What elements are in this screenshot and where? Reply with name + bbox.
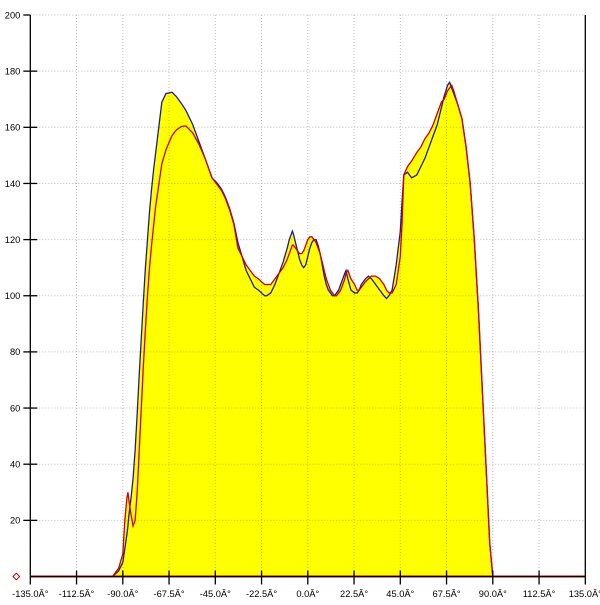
svg-text:112.5Â°: 112.5Â° [523,589,556,599]
svg-text:40: 40 [10,460,20,470]
svg-text:-22.5Â°: -22.5Â° [246,589,277,599]
svg-text:120: 120 [5,235,21,245]
svg-text:-45.0Â°: -45.0Â° [200,589,231,599]
svg-text:45.0Â°: 45.0Â° [386,589,414,599]
svg-text:-112.5Â°: -112.5Â° [59,589,95,599]
svg-text:200: 200 [5,10,21,20]
svg-text:-90.0Â°: -90.0Â° [107,589,138,599]
svg-text:60: 60 [10,403,20,413]
svg-text:80: 80 [10,347,20,357]
svg-text:140: 140 [5,179,21,189]
svg-text:22.5Â°: 22.5Â° [340,589,368,599]
svg-text:-135.0Â°: -135.0Â° [12,589,49,599]
svg-text:90.0Â°: 90.0Â° [479,589,507,599]
svg-text:0.0Â°: 0.0Â° [296,589,319,599]
svg-text:20: 20 [10,516,20,526]
svg-text:100: 100 [5,291,21,301]
svg-text:160: 160 [5,123,21,133]
svg-text:-67.5Â°: -67.5Â° [153,589,184,599]
svg-text:67.5Â°: 67.5Â° [433,589,461,599]
svg-text:180: 180 [5,66,21,76]
svg-text:135.0Â°: 135.0Â° [569,589,600,599]
